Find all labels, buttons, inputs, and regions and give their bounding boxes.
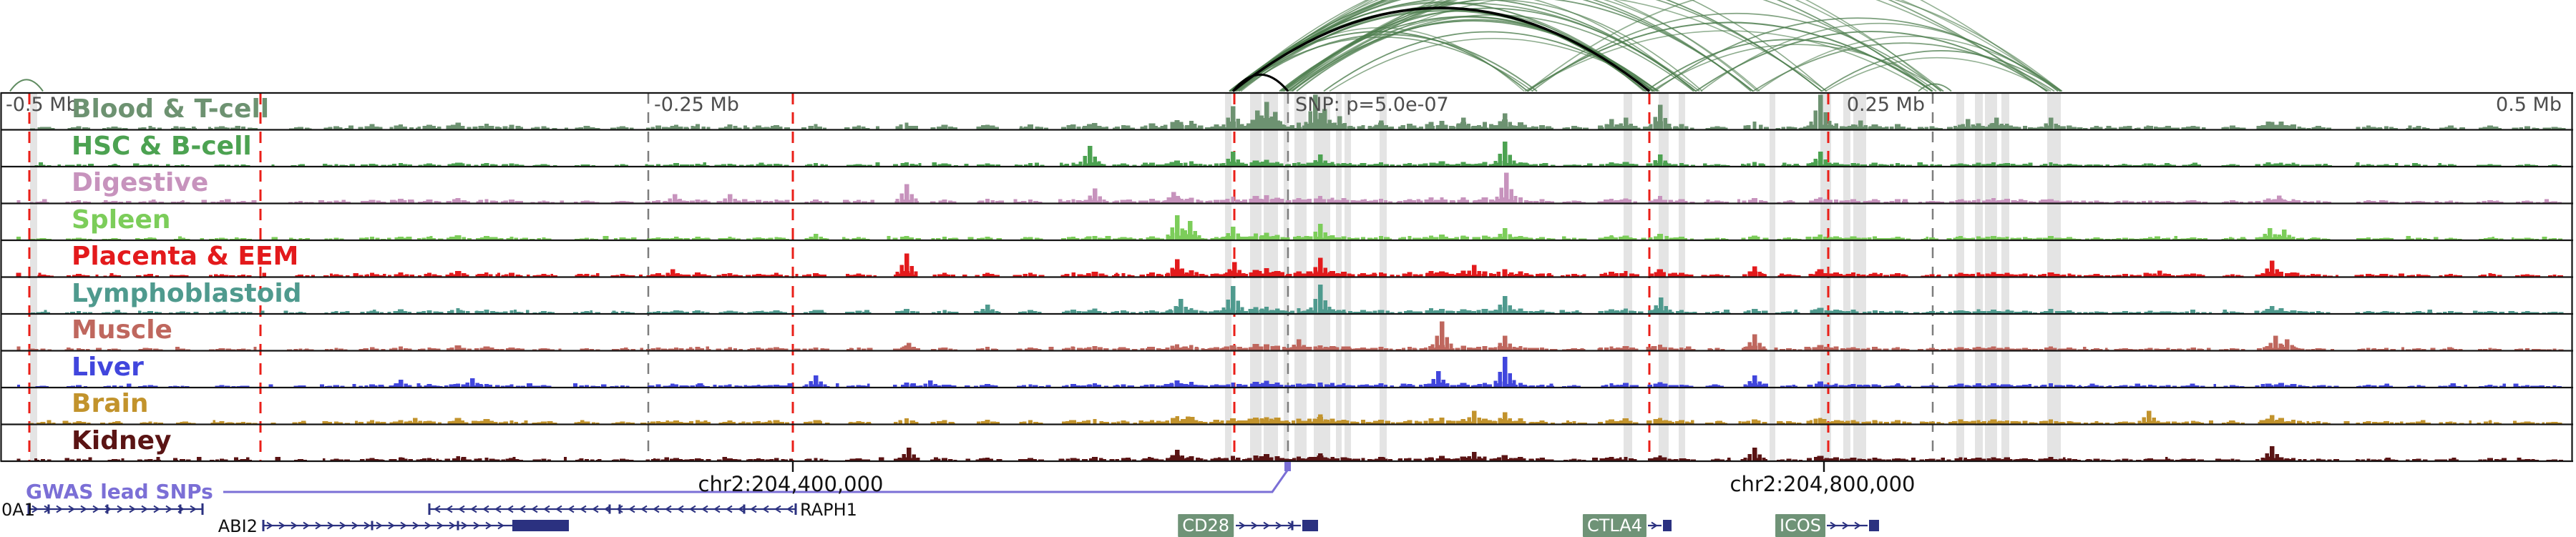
- signal-track-8: [17, 357, 2562, 387]
- snp-pvalue-label: SNP: p=5.0e-07: [1295, 94, 1449, 116]
- coordinate-label-right: chr2:204,800,000: [1730, 472, 1916, 496]
- gene-glyph-raph1: [429, 503, 797, 515]
- coordinate-tick: [792, 461, 794, 472]
- track-label-placenta-eem: Placenta & EEM: [72, 244, 298, 270]
- interaction-arc: [1239, 34, 1537, 91]
- signal-track-10: [17, 446, 2564, 460]
- gene-glyph-ctla4: [1648, 520, 1672, 531]
- lead-snp-tick: [1284, 462, 1291, 471]
- track-label-digestive: Digestive: [72, 170, 208, 196]
- gene-label-0a1: 0A1: [1, 500, 35, 520]
- track-label-brain: Brain: [72, 391, 148, 417]
- coordinate-tick: [1823, 461, 1825, 472]
- track-label-kidney: Kidney: [72, 428, 172, 454]
- gene-glyph-icos: [1827, 520, 1879, 531]
- ruler-label-minus-0-5: -0.5 Mb: [6, 94, 79, 116]
- gene-label-icos: ICOS: [1775, 514, 1825, 537]
- signal-track-7: [16, 321, 2563, 350]
- signal-track-4: [16, 215, 2562, 240]
- gene-glyph-0a1: [28, 503, 204, 515]
- tracks-panel: [0, 92, 2576, 463]
- gene-label-cd28: CD28: [1178, 514, 1234, 537]
- track-label-hsc-b-cell: HSC & B-cell: [72, 134, 252, 159]
- signal-track-3: [17, 172, 2562, 202]
- track-label-liver: Liver: [72, 355, 144, 380]
- ruler-label-plus-0-25: 0.25 Mb: [1847, 94, 1925, 116]
- gene-glyph-cd28: [1236, 520, 1318, 531]
- annotation-panel: [0, 461, 2576, 536]
- track-label-blood-t-cell: Blood & T-cell: [72, 97, 269, 122]
- gwas-lead-snps-label: GWAS lead SNPs: [26, 480, 213, 503]
- interaction-arc: [1525, 31, 1928, 91]
- track-label-lymphoblastoid: Lymphoblastoid: [72, 281, 302, 307]
- interaction-arc: [10, 79, 43, 91]
- coordinate-label-left: chr2:204,400,000: [698, 472, 884, 496]
- interaction-arcs: [0, 0, 2576, 92]
- ruler-label-minus-0-25: -0.25 Mb: [654, 94, 739, 116]
- signal-track-5: [16, 253, 2564, 276]
- gene-glyph-abi2: [263, 520, 570, 531]
- interaction-arc: [1753, 43, 2054, 91]
- gene-label-ctla4: CTLA4: [1583, 514, 1646, 537]
- gene-label-raph1: RAPH1: [800, 500, 857, 520]
- gene-label-abi2: ABI2: [218, 516, 258, 536]
- ruler-label-plus-0-5: 0.5 Mb: [2496, 94, 2562, 116]
- track-label-spleen: Spleen: [72, 207, 171, 233]
- track-label-muscle: Muscle: [72, 317, 172, 343]
